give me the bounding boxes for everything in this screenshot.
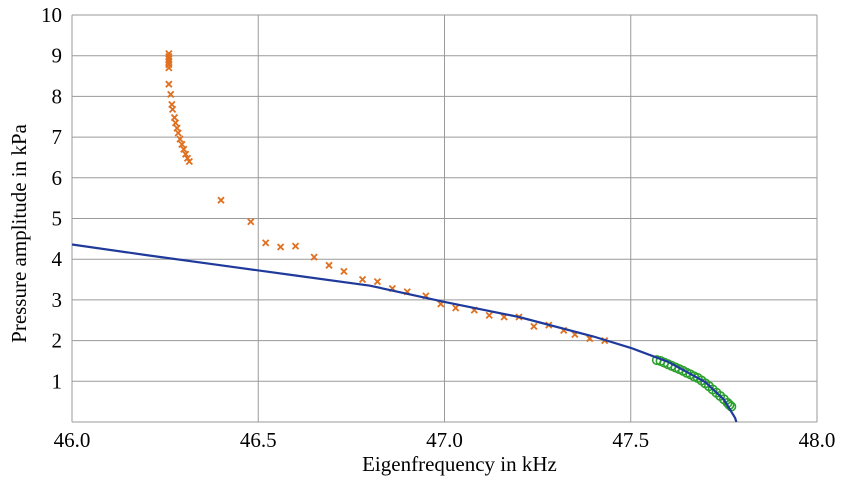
cross-marker-point <box>485 311 493 320</box>
y-axis-label: Pressure amplitude in kPa <box>7 123 31 342</box>
cross-marker-point <box>165 80 173 88</box>
cross-marker-point <box>173 124 181 132</box>
cross-marker-point <box>180 145 188 153</box>
y-tick-label: 10 <box>41 3 62 27</box>
series-2 <box>72 243 738 422</box>
cross-marker-point <box>247 218 255 226</box>
cross-marker-point <box>358 275 367 284</box>
cross-marker-point <box>176 135 184 143</box>
cross-marker-point <box>373 277 382 286</box>
y-tick-label: 4 <box>52 247 63 271</box>
y-tick-label: 9 <box>52 44 63 68</box>
y-tick-label: 1 <box>52 369 63 393</box>
cross-marker-point <box>310 253 318 261</box>
cross-marker-point <box>262 239 270 247</box>
series-1 <box>651 355 737 412</box>
y-tick-label: 6 <box>52 166 63 190</box>
x-tick-label: 47.5 <box>612 428 649 452</box>
cross-marker-point <box>276 243 285 251</box>
cross-marker-point <box>291 242 300 250</box>
x-tick-label: 47.0 <box>426 428 463 452</box>
y-tick-label: 8 <box>52 84 63 108</box>
cross-marker-point <box>171 119 180 127</box>
cross-marker-point <box>165 52 173 61</box>
cross-marker-point <box>165 64 173 72</box>
cross-marker-point <box>181 150 190 158</box>
cross-marker-point <box>167 90 175 99</box>
cross-marker-point <box>178 140 186 149</box>
cross-marker-point <box>340 267 348 276</box>
series-0 <box>165 50 609 345</box>
x-tick-label: 48.0 <box>799 428 836 452</box>
cross-marker-point <box>185 157 193 166</box>
cross-marker-point <box>168 105 177 114</box>
x-axis-label: Eigenfrequency in kHz <box>362 452 557 476</box>
cross-marker-point <box>530 322 538 330</box>
cross-marker-point <box>174 129 182 137</box>
cross-marker-point <box>170 113 179 122</box>
x-tick-label: 46.5 <box>240 428 277 452</box>
y-tick-label: 7 <box>52 125 63 149</box>
cross-marker-point <box>217 196 225 204</box>
y-tick-label: 2 <box>52 329 63 353</box>
series-layer <box>72 50 738 422</box>
y-tick-label: 3 <box>52 288 63 312</box>
fit-curve-line <box>72 243 738 422</box>
cross-marker-point <box>452 304 460 312</box>
cross-marker-point <box>325 261 333 269</box>
x-tick-label: 46.0 <box>54 428 91 452</box>
grid <box>71 14 818 423</box>
tick-labels: 1 2 3 4 5 6 7 8 9 10 46.0 46.5 47.0 47.5 48.0 <box>41 3 835 452</box>
y-tick-label: 5 <box>52 207 63 231</box>
